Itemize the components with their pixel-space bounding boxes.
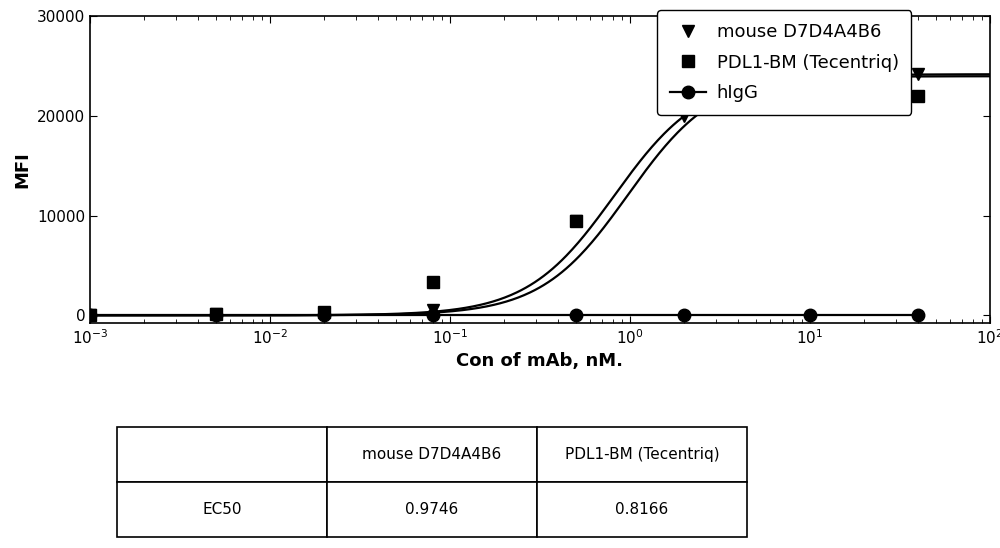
- PDL1-BM (Tecentriq): [804, 93, 816, 99]
- hIgG: [570, 312, 582, 318]
- PDL1-BM (Tecentriq): [678, 73, 690, 79]
- PDL1-BM (Tecentriq): [210, 311, 222, 318]
- mouse D7D4A4B6: [570, 218, 582, 224]
- mouse D7D4A4B6: [678, 113, 690, 119]
- mouse D7D4A4B6: [84, 312, 96, 318]
- PDL1-BM (Tecentriq): [318, 309, 330, 316]
- mouse D7D4A4B6: [804, 73, 816, 79]
- PDL1-BM (Tecentriq): [84, 312, 96, 318]
- PDL1-BM (Tecentriq): [912, 93, 924, 99]
- mouse D7D4A4B6: [318, 311, 330, 317]
- hIgG: [804, 312, 816, 318]
- hIgG: [912, 312, 924, 318]
- hIgG: [210, 312, 222, 318]
- mouse D7D4A4B6: [427, 307, 439, 313]
- mouse D7D4A4B6: [912, 71, 924, 77]
- Legend: mouse D7D4A4B6, PDL1-BM (Tecentriq), hIgG: mouse D7D4A4B6, PDL1-BM (Tecentriq), hIg…: [657, 10, 911, 115]
- Line: mouse D7D4A4B6: mouse D7D4A4B6: [84, 68, 924, 321]
- PDL1-BM (Tecentriq): [570, 218, 582, 224]
- Y-axis label: MFI: MFI: [13, 151, 31, 189]
- Line: PDL1-BM (Tecentriq): PDL1-BM (Tecentriq): [84, 71, 924, 321]
- X-axis label: Con of mAb, nM.: Con of mAb, nM.: [456, 352, 624, 370]
- PDL1-BM (Tecentriq): [427, 279, 439, 286]
- hIgG: [84, 312, 96, 318]
- hIgG: [427, 312, 439, 318]
- hIgG: [678, 312, 690, 318]
- Line: hIgG: hIgG: [84, 309, 925, 321]
- hIgG: [318, 312, 330, 318]
- mouse D7D4A4B6: [210, 311, 222, 318]
